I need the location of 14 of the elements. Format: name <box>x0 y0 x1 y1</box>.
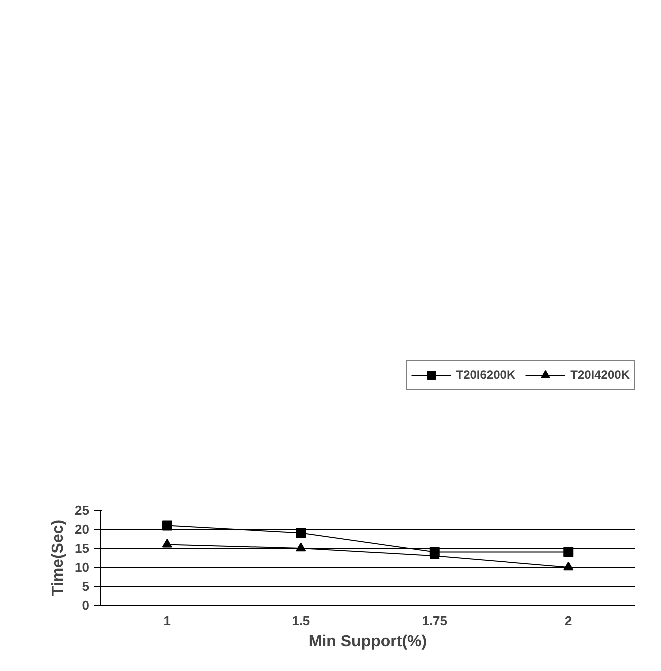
y-tick-label: 15 <box>75 541 90 556</box>
x-tick-label: 1 <box>164 614 171 628</box>
y-tick-label: 0 <box>82 598 90 613</box>
y-tick-label: 25 <box>75 503 90 518</box>
legend-label: T20I4200K <box>570 368 630 382</box>
x-tick-label: 1.5 <box>292 614 310 628</box>
y-tick-label: 5 <box>82 579 90 594</box>
y-tick-label: 10 <box>75 560 90 575</box>
y-axis-title: Time(Sec) <box>50 520 68 596</box>
legend-label: T20I6200K <box>456 368 516 382</box>
x-axis-title: Min Support(%) <box>308 634 428 650</box>
x-tick-label: 1.75 <box>422 614 448 628</box>
y-tick-label: 20 <box>75 522 90 537</box>
x-tick-label: 2 <box>565 614 572 628</box>
